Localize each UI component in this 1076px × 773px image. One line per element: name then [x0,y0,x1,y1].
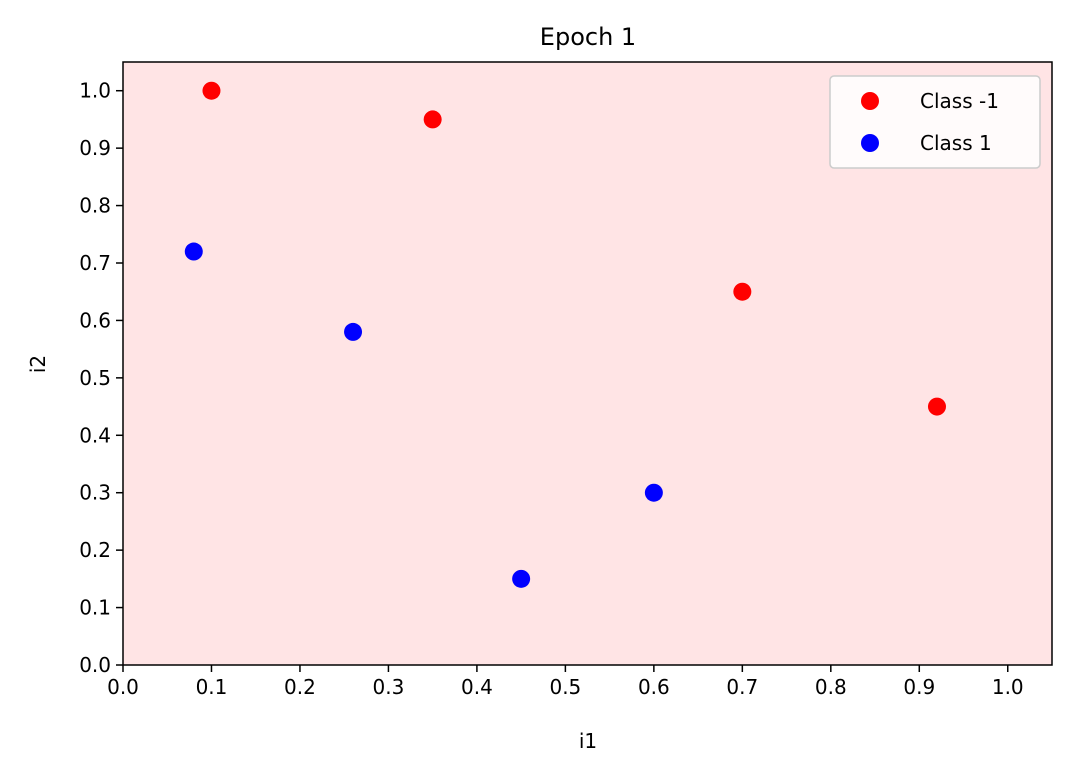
data-point-series-1 [644,483,663,502]
x-tick-label: 0.6 [638,675,670,699]
y-tick-label: 0.4 [79,423,111,447]
data-point-series-0 [423,110,442,129]
y-axis-label: i2 [26,355,50,373]
data-points [184,81,946,588]
x-tick-label: 0.4 [461,675,493,699]
data-point-series-0 [733,282,752,301]
plot-frame [122,61,1053,666]
y-tick-label: 0.7 [79,251,111,275]
data-point-series-1 [512,569,531,588]
y-tick-label: 0.2 [79,538,111,562]
legend-marker [861,134,879,152]
data-point-series-1 [344,322,363,341]
legend: Class -1 Class 1 [829,75,1041,169]
legend-box [829,75,1041,169]
legend-marker [861,92,879,110]
y-tick-label: 0.9 [79,136,111,160]
x-tick-label: 0.3 [373,675,405,699]
x-tick-label: 0.2 [284,675,316,699]
x-tick-label: 0.7 [726,675,758,699]
legend-label: Class 1 [920,131,992,155]
x-tick-label: 0.0 [107,675,139,699]
x-axis: 0.0 0.1 0.2 0.3 0.4 0.5 0.6 0.7 0.8 0.9 1.0 [107,665,1024,699]
y-tick-label: 0.8 [79,194,111,218]
x-tick-label: 0.5 [549,675,581,699]
y-tick-label: 0.1 [79,596,111,620]
legend-label: Class -1 [920,89,999,113]
data-point-series-0 [202,81,221,100]
x-tick-label: 0.1 [196,675,228,699]
data-point-series-1 [184,242,203,261]
y-tick-label: 0.5 [79,366,111,390]
chart-title: Epoch 1 [540,23,636,51]
x-tick-label: 1.0 [992,675,1024,699]
y-tick-label: 0.6 [79,308,111,332]
y-axis: 0.0 0.1 0.2 0.3 0.4 0.5 0.6 0.7 0.8 0.9 1.0 [79,79,123,677]
data-point-series-0 [927,397,946,416]
x-tick-label: 0.8 [815,675,847,699]
y-tick-label: 0.0 [79,653,111,677]
y-tick-label: 0.3 [79,481,111,505]
y-tick-label: 1.0 [79,79,111,103]
x-axis-label: i1 [579,729,597,753]
x-tick-label: 0.9 [903,675,935,699]
